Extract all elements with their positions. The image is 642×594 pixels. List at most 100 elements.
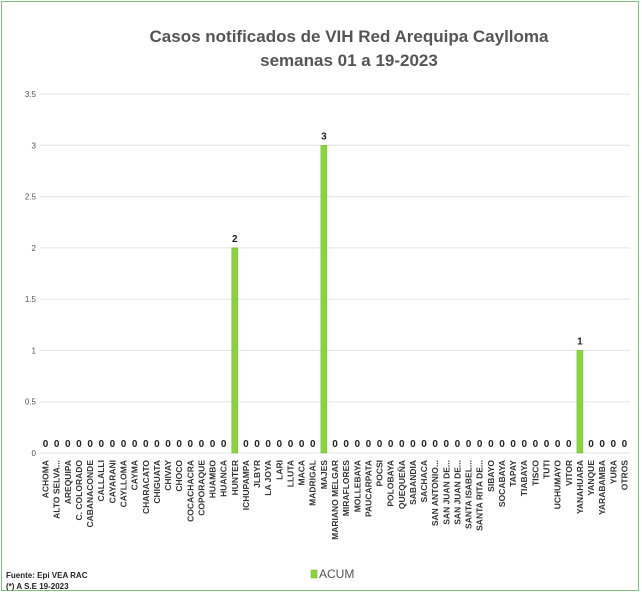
x-tick-label: HUANCA	[219, 460, 229, 497]
x-tick-label: MAJES	[319, 460, 329, 490]
data-label: 3	[321, 131, 327, 142]
data-label: 0	[377, 439, 383, 450]
chart-title-line-1: Casos notificados de VIH Red Arequipa Ca…	[150, 27, 550, 46]
data-label: 0	[432, 439, 438, 450]
x-tick-label: POLOBAYA	[386, 460, 396, 507]
x-tick-label: LARI	[274, 460, 284, 480]
x-tick-label: C. COLORADO	[74, 460, 84, 521]
x-tick-label: SAN ANTONIO...	[430, 460, 440, 526]
data-label: 0	[332, 439, 338, 450]
x-tick-label: LA JOYA	[263, 460, 273, 496]
x-tick-label: SAN JUAN DE...	[452, 460, 462, 525]
x-tick-label: CAYMA	[130, 460, 140, 490]
x-tick-label: SAN JUAN DE...	[441, 460, 451, 525]
x-tick-label: YANAHUARA	[575, 460, 585, 514]
data-label: 0	[243, 439, 249, 450]
data-label: 0	[265, 439, 271, 450]
data-label: 0	[288, 439, 294, 450]
x-tick-label: VITOR	[564, 460, 574, 486]
data-label: 0	[299, 439, 305, 450]
x-tick-label: SOCABAYA	[497, 460, 507, 507]
y-tick-label: 0	[32, 449, 37, 458]
data-label: 0	[154, 439, 160, 450]
data-label: 0	[521, 439, 527, 450]
data-label: 0	[143, 439, 149, 450]
x-tick-label: TAPAY	[508, 460, 518, 487]
x-tick-label: SACHACA	[419, 460, 429, 503]
x-tick-label: MADRIGAL	[308, 460, 318, 506]
x-tick-label: YANQUE	[586, 460, 596, 496]
data-label: 0	[121, 439, 127, 450]
x-tick-label: ICHUPAMPA	[241, 460, 251, 510]
data-label: 0	[132, 439, 138, 450]
x-tick-label: QUEQUEÑA	[397, 460, 407, 509]
x-tick-label: CABANACONDE	[85, 460, 95, 528]
data-label: 0	[555, 439, 561, 450]
data-label: 0	[221, 439, 227, 450]
x-tick-label: MOLLEBAYA	[352, 460, 362, 512]
x-tick-label: TIABAYA	[519, 460, 529, 496]
data-label: 0	[210, 439, 216, 450]
legend: ACUM	[310, 567, 354, 581]
y-axis: 0 0.5 1 1.5 2 2.5 3 3.5	[25, 90, 37, 458]
data-label: 0	[354, 439, 360, 450]
x-tick-label: JLBYR	[252, 460, 262, 488]
x-tick-label: ALTO SELVA...	[52, 460, 62, 519]
data-label: 0	[98, 439, 104, 450]
data-label: 0	[588, 439, 594, 450]
x-tick-label: CAYARANI	[107, 460, 117, 503]
bar	[320, 145, 328, 454]
data-label: 0	[421, 439, 427, 450]
data-label: 0	[110, 439, 116, 450]
data-label: 0	[410, 439, 416, 450]
y-tick-label: 2	[32, 244, 37, 253]
y-tick-label: 2.5	[25, 193, 37, 202]
x-tick-label: MIRAFLORES	[341, 460, 351, 517]
x-tick-label: CHIGUATA	[152, 460, 162, 504]
data-label: 0	[310, 439, 316, 450]
data-label: 0	[488, 439, 494, 450]
x-tick-label: SANTA ISABEL...	[464, 460, 474, 529]
x-tick-label: TUTI	[542, 460, 552, 479]
data-label: 0	[54, 439, 60, 450]
x-tick-label: CHOCO	[174, 460, 184, 492]
x-tick-label: COPORAQUE	[196, 460, 206, 516]
data-label: 0	[388, 439, 394, 450]
legend-swatch	[310, 569, 318, 579]
y-tick-label: 3	[32, 141, 37, 150]
x-tick-label: YARABAMBA	[597, 460, 607, 515]
x-tick-label: CHARACATO	[141, 460, 151, 514]
x-tick-label: SABANDIA	[408, 460, 418, 505]
gridlines	[40, 93, 630, 454]
period-note: (*) A S.E 19-2023	[6, 582, 69, 591]
y-tick-label: 1.5	[25, 295, 37, 304]
x-tick-label: PAUCARPATA	[363, 460, 373, 517]
x-tick-label: MACA	[297, 460, 307, 486]
bars	[231, 145, 584, 454]
data-label: 0	[544, 439, 550, 450]
data-label: 0	[188, 439, 194, 450]
data-label: 0	[533, 439, 539, 450]
y-tick-label: 1	[32, 346, 37, 355]
data-labels: 0 0 0 0 0 0 0 0 0 0 0 0 0 0 0 0 020 0 0 0 0 0 030 0 0 0 0 0 0 0 0 0 0 0 0 0…	[43, 131, 628, 450]
data-label: 0	[254, 439, 260, 450]
data-label: 0	[43, 439, 49, 450]
x-tick-label: LLUTA	[285, 460, 295, 487]
data-label: 0	[343, 439, 349, 450]
data-label: 0	[277, 439, 283, 450]
y-tick-label: 0.5	[25, 398, 37, 407]
x-tick-label: HUNTER	[230, 460, 240, 495]
x-tick-label: ACHOMA	[41, 460, 51, 498]
data-label: 0	[65, 439, 71, 450]
x-tick-label: YURA	[608, 460, 618, 484]
data-label: 0	[366, 439, 372, 450]
data-label: 0	[510, 439, 516, 450]
x-tick-label: SIBAYO	[486, 460, 496, 492]
y-tick-label: 3.5	[25, 90, 37, 99]
data-label: 0	[165, 439, 171, 450]
data-label: 0	[466, 439, 472, 450]
data-label: 0	[599, 439, 605, 450]
bar	[231, 247, 239, 454]
x-tick-label: CALLALLI	[96, 460, 106, 502]
